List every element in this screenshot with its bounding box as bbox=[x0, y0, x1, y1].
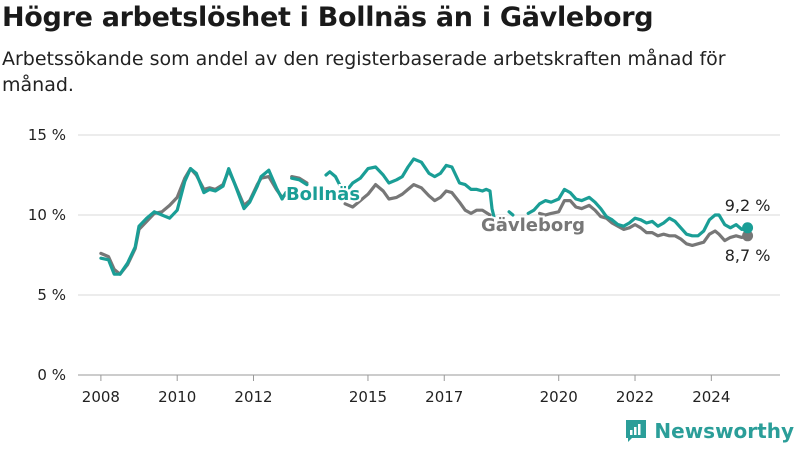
series-label-bollnas: Bollnäs bbox=[286, 184, 360, 205]
y-tick-label: 0 % bbox=[37, 366, 66, 384]
series-label-gavleborg: Gävleborg bbox=[481, 215, 585, 236]
x-tick-label: 2022 bbox=[616, 388, 654, 406]
series-line-bollnas bbox=[507, 210, 515, 217]
axes: 0 % 5 % 10 % 15 % 2008 2010 2012 2015 2017 2020 20… bbox=[28, 126, 731, 406]
series-line-gavleborg bbox=[538, 199, 750, 247]
x-tick-label: 2024 bbox=[692, 388, 730, 406]
series-lines bbox=[99, 157, 754, 276]
series-line-bollnas bbox=[290, 176, 309, 187]
brand-name: Newsworthy bbox=[654, 419, 794, 443]
series-line-bollnas bbox=[347, 157, 496, 219]
series-line-bollnas bbox=[324, 170, 343, 190]
x-tick-label: 2010 bbox=[158, 388, 196, 406]
gridlines bbox=[78, 134, 780, 376]
brand: Newsworthy bbox=[624, 418, 794, 444]
x-tick-label: 2017 bbox=[425, 388, 463, 406]
x-tick-label: 2020 bbox=[540, 388, 578, 406]
x-tick-label: 2015 bbox=[349, 388, 387, 406]
chart-title: Högre arbetslöshet i Bollnäs än i Gävleb… bbox=[2, 2, 654, 33]
end-value-label-bollnas: 9,2 % bbox=[725, 196, 771, 215]
y-tick-label: 10 % bbox=[28, 206, 66, 224]
x-tick-label: 2008 bbox=[82, 388, 120, 406]
chart-subtitle: Arbetssökande som andel av den registerb… bbox=[2, 48, 726, 96]
newsworthy-logo-icon bbox=[626, 420, 647, 442]
series-line-gavleborg bbox=[343, 183, 492, 217]
end-point-bollnas bbox=[742, 222, 754, 234]
end-value-label-gavleborg: 8,7 % bbox=[725, 246, 771, 265]
y-tick-label: 5 % bbox=[37, 286, 66, 304]
series-line-bollnas bbox=[526, 187, 750, 238]
x-tick-label: 2012 bbox=[234, 388, 272, 406]
y-tick-label: 15 % bbox=[28, 126, 66, 144]
series-line-bollnas bbox=[99, 167, 288, 276]
chart-labels: Bollnäs Gävleborg 9,2 % 8,7 % bbox=[284, 182, 771, 265]
end-point-gavleborg bbox=[742, 230, 754, 242]
